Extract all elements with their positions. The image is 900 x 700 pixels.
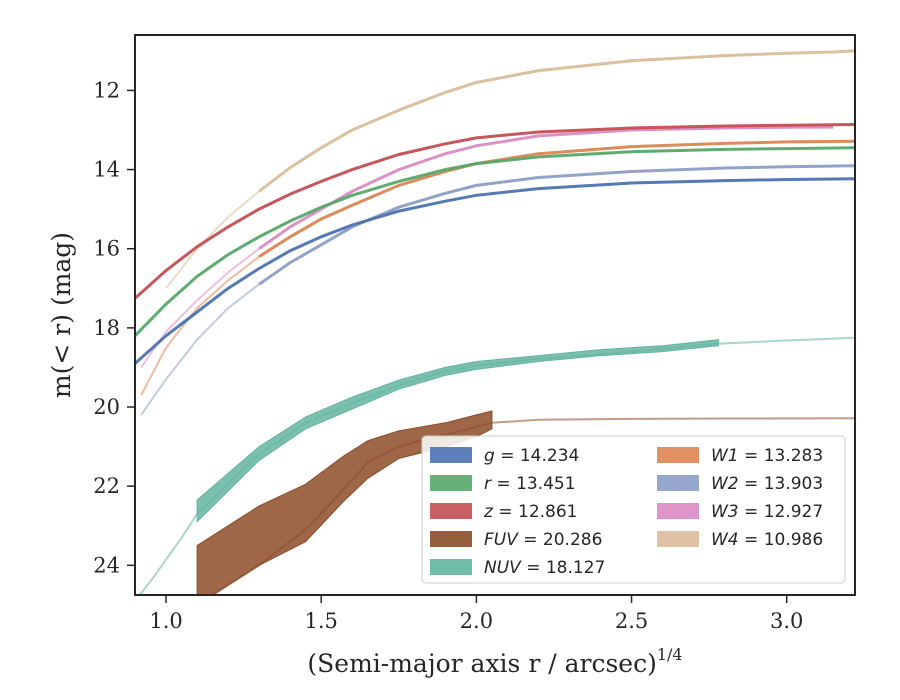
- series-fuv: [196, 410, 855, 595]
- series-z-line: [135, 123, 855, 300]
- plot-frame: [134, 34, 856, 596]
- y-axis: 12 14 16 18 20 22 24: [93, 78, 135, 577]
- legend-item-w2: W2 = 13.903: [657, 474, 823, 494]
- y-tick-label: 20: [93, 395, 120, 419]
- legend-item-nuv: NUV = 18.127: [430, 558, 605, 578]
- legend-swatch: [657, 475, 699, 491]
- series-nuv-band: [196, 339, 719, 523]
- legend-label: NUV = 18.127: [484, 558, 605, 578]
- y-tick-label: 22: [93, 474, 120, 498]
- series-w2: [140, 164, 855, 416]
- legend-swatch: [430, 447, 472, 463]
- series-r-line: [135, 146, 855, 337]
- series-w1-faint: [140, 255, 260, 396]
- legend-swatch: [657, 503, 699, 519]
- legend-label: g = 14.234: [484, 446, 579, 466]
- legend-swatch: [430, 475, 472, 491]
- legend-swatch: [657, 447, 699, 463]
- legend-label: W4 = 10.986: [711, 530, 823, 550]
- series-fuv-band: [196, 410, 493, 595]
- legend-item-z: z = 12.861: [430, 502, 577, 522]
- x-axis: 1.0 1.5 2.0 2.5 3.0: [149, 595, 803, 633]
- series-nuv: [138, 336, 855, 595]
- x-tick-label: 1.0: [149, 609, 182, 633]
- legend-label: z = 12.861: [483, 502, 577, 522]
- x-tick-label: 3.0: [770, 609, 803, 633]
- y-axis-title: m(< r) (mag): [47, 232, 76, 398]
- y-tick-label: 24: [93, 553, 120, 577]
- legend-item-w4: W4 = 10.986: [657, 530, 823, 550]
- x-tick-label: 2.5: [615, 609, 648, 633]
- y-tick-label: 14: [93, 158, 120, 182]
- series-z: [135, 123, 855, 300]
- y-tick-label: 12: [93, 78, 120, 102]
- legend-label: W2 = 13.903: [711, 474, 823, 494]
- legend-label: FUV = 20.286: [484, 530, 602, 550]
- legend-item-r: r = 13.451: [430, 474, 576, 494]
- legend-swatch: [430, 531, 472, 547]
- legend-item-w3: W3 = 12.927: [657, 502, 823, 522]
- series-w2-faint: [140, 283, 260, 416]
- y-tick-label: 18: [93, 316, 120, 340]
- x-axis-title: (Semi-major axis r / arcsec)1/4: [307, 645, 682, 678]
- x-tick-label: 2.0: [460, 609, 493, 633]
- legend-item-w1: W1 = 13.283: [657, 446, 823, 466]
- legend-label: r = 13.451: [484, 474, 576, 494]
- series-w4: [165, 49, 855, 289]
- series-r: [135, 146, 855, 337]
- legend-item-g: g = 14.234: [430, 446, 579, 466]
- legend-swatch: [657, 531, 699, 547]
- x-tick-label: 1.5: [305, 609, 338, 633]
- series-w4-line: [258, 49, 855, 193]
- legend: g = 14.234 r = 13.451 z = 12.861 FUV = 20.2…: [421, 435, 846, 584]
- series-w3-line: [258, 125, 834, 250]
- y-tick-label: 16: [93, 237, 120, 261]
- legend-box: [421, 435, 846, 584]
- legend-item-fuv: FUV = 20.286: [430, 530, 602, 550]
- series-layer: [135, 49, 855, 595]
- legend-label: W3 = 12.927: [711, 502, 823, 522]
- series-w1-line: [258, 139, 855, 258]
- legend-swatch: [430, 559, 472, 575]
- series-g-line: [135, 177, 855, 365]
- series-w4-faint: [165, 190, 260, 289]
- series-w2-line: [258, 164, 855, 286]
- legend-swatch: [430, 503, 472, 519]
- legend-label: W1 = 13.283: [711, 446, 823, 466]
- series-g: [135, 177, 855, 365]
